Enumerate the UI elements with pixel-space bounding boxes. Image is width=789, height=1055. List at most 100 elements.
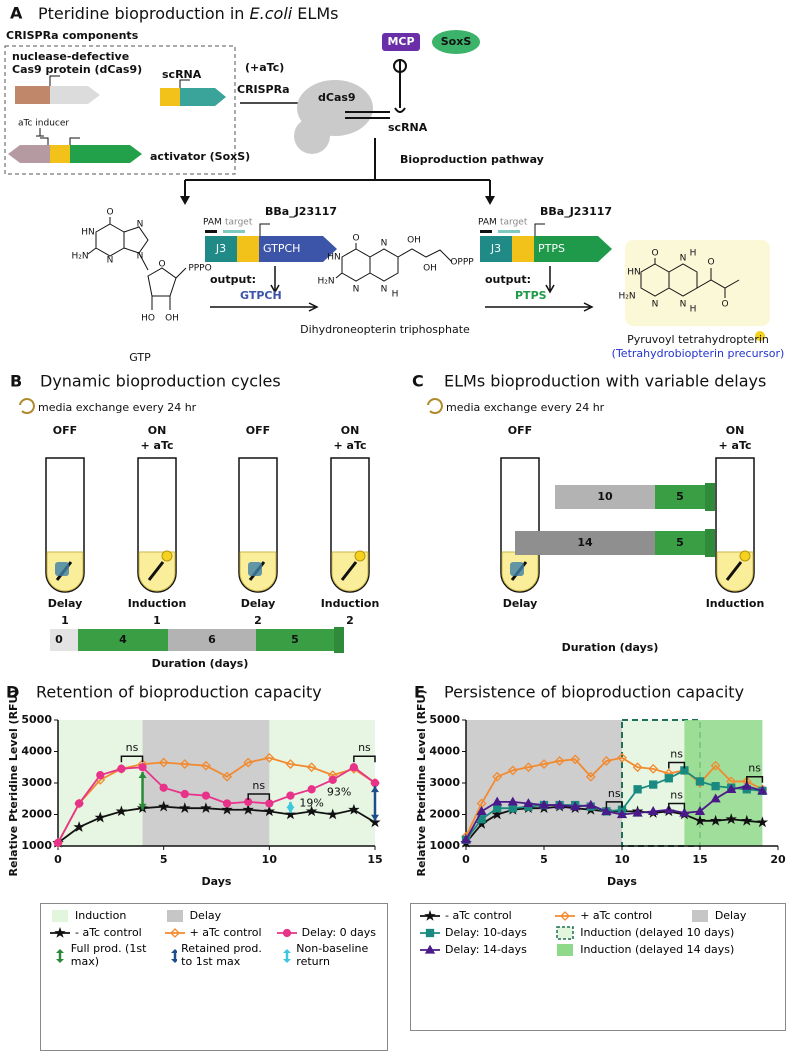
legend-arrowhead xyxy=(56,948,64,953)
gene-label: nuclease-defective xyxy=(12,50,129,63)
elm-icon xyxy=(248,562,262,576)
elm-icon xyxy=(340,561,358,581)
point xyxy=(554,799,565,809)
legend-swatch xyxy=(691,910,708,922)
panel-title: Dynamic bioproduction cycles xyxy=(40,372,281,391)
components-box xyxy=(4,45,236,175)
point xyxy=(710,760,721,771)
arrow xyxy=(545,266,555,294)
arrowhead xyxy=(371,786,379,793)
point xyxy=(741,814,753,826)
significance-bracket xyxy=(120,755,144,763)
arrowhead xyxy=(138,803,147,810)
legend-label: Delay xyxy=(714,908,747,922)
gene-part xyxy=(237,236,259,262)
output-label: output: xyxy=(485,273,531,286)
atom-label: PPPO xyxy=(188,264,211,274)
molecule-name: GTP xyxy=(129,351,151,364)
legend-label: Delay xyxy=(189,908,222,922)
panel-title: Pteridine bioproduction in E.coli ELMs xyxy=(38,4,338,23)
atom-label: HN xyxy=(81,228,95,238)
target-label: target xyxy=(225,218,253,228)
molecule-name: Pyruvoyl tetrahydropterin xyxy=(627,333,769,346)
elm-icon xyxy=(510,562,524,576)
point xyxy=(327,808,339,820)
point xyxy=(694,814,706,826)
point xyxy=(284,808,297,820)
arrowhead xyxy=(138,771,147,778)
point xyxy=(53,838,63,847)
title-part: ELMs xyxy=(292,4,338,23)
y-tick-label: 1000 xyxy=(429,839,460,852)
x-tick-label: 15 xyxy=(692,853,707,866)
timeline-cap xyxy=(334,627,344,653)
atom-label: N xyxy=(137,252,144,262)
x-axis-label: Days xyxy=(607,875,637,888)
significance-label: ns xyxy=(608,787,621,800)
legend-item: Delay xyxy=(164,909,270,923)
point xyxy=(54,926,66,938)
molecule-note: (Tetrahydrobiopterin precursor) xyxy=(612,347,785,360)
legend-item: Delay xyxy=(689,909,777,923)
legend-label: Full prod. (1st max) xyxy=(70,942,147,968)
point xyxy=(179,759,190,770)
legend-icon xyxy=(166,910,183,922)
point xyxy=(616,809,628,819)
point xyxy=(648,806,659,815)
significance-bracket xyxy=(605,801,623,808)
significance-label: ns xyxy=(358,741,371,754)
legend-item: Delay: 0 days xyxy=(276,926,379,940)
legend: Induction Delay - aTc control + aTc control… xyxy=(40,903,388,1051)
site-label: J3 xyxy=(215,242,226,255)
point xyxy=(222,771,232,782)
stage-name: Induction xyxy=(128,597,187,610)
y-tick-label: 4000 xyxy=(429,745,460,758)
pam-bar xyxy=(480,230,492,233)
timeline-segment xyxy=(50,629,78,651)
stage-name: Delay xyxy=(48,597,83,610)
atom-label: H₂N xyxy=(317,277,334,287)
atom-label: OH xyxy=(165,314,179,324)
point xyxy=(585,799,596,809)
enzyme-label: PTPS xyxy=(515,289,547,302)
legend-item: Retained prod. to 1st max xyxy=(164,942,270,968)
shaded-span xyxy=(142,720,270,846)
ring xyxy=(123,226,149,254)
promoter xyxy=(49,75,60,86)
timeline-cap xyxy=(705,483,715,511)
arrowhead xyxy=(286,806,295,813)
legend-icon xyxy=(56,948,64,963)
point xyxy=(74,799,84,808)
atom-label: O xyxy=(707,258,714,268)
timeline-cap xyxy=(705,529,715,557)
atom-label: O xyxy=(651,249,658,259)
point xyxy=(96,770,105,780)
gene-arrow xyxy=(70,145,142,163)
legend-label: Induction (delayed 14 days) xyxy=(580,942,735,956)
promoter-label: BBa_J23117 xyxy=(540,205,612,218)
gene-part xyxy=(50,145,70,163)
note: media exchange every 24 hr xyxy=(38,401,197,414)
gene-arrow xyxy=(180,88,226,106)
atom-label: N xyxy=(137,220,144,230)
significance-bracket xyxy=(247,793,271,801)
bond xyxy=(151,267,187,310)
state-label: ON xyxy=(148,424,167,437)
atom-label: HN xyxy=(327,253,341,263)
x-tick-label: 20 xyxy=(770,853,786,866)
chart-title: Persistence of bioproduction capacity xyxy=(444,683,744,702)
atom-label: N xyxy=(381,239,388,249)
atom-label: O xyxy=(352,234,359,244)
significance-label: ns xyxy=(748,762,761,775)
complex-label: scRNA xyxy=(388,121,428,134)
state-label: ON xyxy=(341,424,360,437)
timeline-label: 5 xyxy=(291,633,299,646)
point xyxy=(285,759,296,770)
dcas9-shape xyxy=(294,118,330,154)
legend-label: Delay: 10-days xyxy=(445,925,527,939)
section-title: CRISPRa components xyxy=(6,29,139,42)
arrow xyxy=(270,266,280,294)
atom-label: HN xyxy=(627,268,641,278)
legend-label: + aTc control xyxy=(580,908,653,922)
elm-icon xyxy=(55,562,69,576)
